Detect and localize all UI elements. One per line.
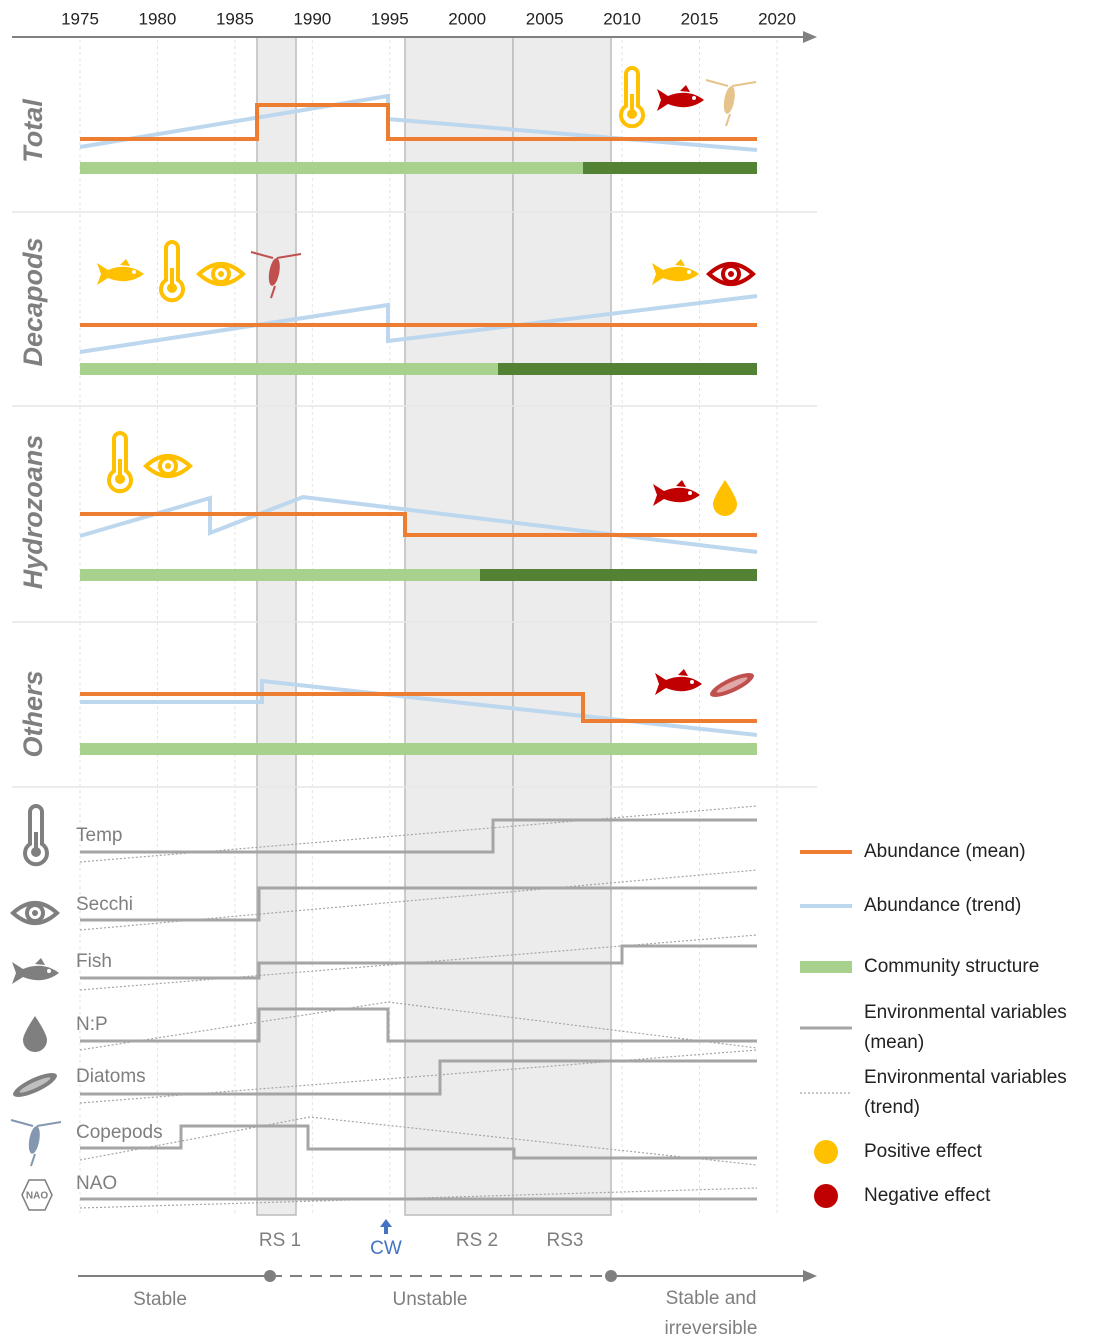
icon — [707, 668, 757, 702]
regime-shift-label: CW — [370, 1238, 402, 1259]
community-bar — [80, 363, 498, 375]
regime-shift-label: RS 1 — [259, 1230, 301, 1251]
icon — [10, 1068, 60, 1102]
panel-label: Total — [18, 99, 48, 163]
env-label: Diatoms — [76, 1066, 146, 1087]
panel-separators — [12, 211, 817, 788]
icon — [657, 85, 704, 111]
icon-text: NAO — [26, 1191, 48, 1202]
env-label: Fish — [76, 951, 112, 972]
panel-label: Others — [18, 670, 48, 757]
legend-label: Abundance (mean) — [864, 841, 1026, 862]
phase-marker — [264, 1270, 276, 1282]
env-label: Copepods — [76, 1122, 163, 1143]
icon — [653, 480, 700, 506]
arrow-head — [803, 31, 817, 43]
legend-swatch — [800, 961, 852, 973]
panel-label: Decapods — [18, 237, 48, 366]
icon — [97, 259, 144, 285]
icon — [619, 66, 645, 129]
year-label: 2010 — [603, 9, 641, 28]
regime-shift-label: RS3 — [547, 1230, 584, 1251]
phase-label: Unstable — [393, 1289, 468, 1310]
icon — [23, 804, 49, 867]
icon — [197, 262, 245, 286]
community-bar — [80, 743, 757, 755]
regime-shift-band — [512, 36, 612, 1216]
icon — [107, 431, 133, 494]
arrow — [380, 1219, 392, 1234]
regime-shift-band — [404, 36, 514, 1216]
icon — [11, 901, 59, 925]
env-label: Temp — [76, 825, 122, 846]
phase-label: Stable — [133, 1289, 187, 1310]
icon — [713, 480, 737, 516]
legend-label: Positive effect — [864, 1141, 982, 1162]
icon — [10, 1119, 62, 1167]
legend-label: Environmental variables (mean) — [864, 1002, 1067, 1053]
community-bar — [80, 162, 583, 174]
env-label: Secchi — [76, 894, 133, 915]
year-label: 2020 — [758, 9, 796, 28]
trend-line — [79, 494, 758, 554]
year-label: 1975 — [61, 9, 99, 28]
year-label: 1985 — [216, 9, 254, 28]
community-bar — [498, 363, 757, 375]
phase-marker — [605, 1270, 617, 1282]
year-label: 2005 — [526, 9, 564, 28]
legend-label: Community structure — [864, 956, 1040, 977]
icon — [144, 454, 192, 478]
year-label: 1995 — [371, 9, 409, 28]
env-label: N:P — [76, 1014, 108, 1035]
env-label: NAO — [76, 1173, 117, 1194]
legend-swatch — [814, 1184, 838, 1208]
legend-swatch — [814, 1140, 838, 1164]
env-lines — [79, 805, 758, 1209]
year-label: 1980 — [139, 9, 177, 28]
community-bar — [583, 162, 757, 174]
icon — [12, 958, 59, 984]
mean-line — [80, 103, 757, 141]
mean-line — [80, 692, 757, 723]
regime-shift-band — [256, 36, 297, 1216]
legend-label: Abundance (trend) — [864, 895, 1022, 916]
year-label: 2000 — [448, 9, 486, 28]
arrow-head — [803, 1270, 817, 1282]
community-bar — [80, 569, 480, 581]
icon — [652, 259, 699, 285]
community-bar — [480, 569, 757, 581]
icon — [21, 1179, 53, 1211]
icon — [655, 669, 702, 695]
legend-label: Negative effect — [864, 1185, 991, 1206]
icon — [705, 79, 757, 127]
legend-label: Environmental variables (trend) — [864, 1067, 1067, 1118]
mean-line — [80, 512, 757, 537]
phase-label: Stable and irreversible — [664, 1288, 758, 1338]
year-label: 1990 — [293, 9, 331, 28]
regime-shift-label: RS 2 — [456, 1230, 498, 1251]
icon — [159, 240, 185, 303]
icon — [707, 262, 755, 286]
icon — [23, 1016, 47, 1052]
year-label: 2015 — [681, 9, 719, 28]
panel-label: Hydrozoans — [18, 435, 48, 590]
